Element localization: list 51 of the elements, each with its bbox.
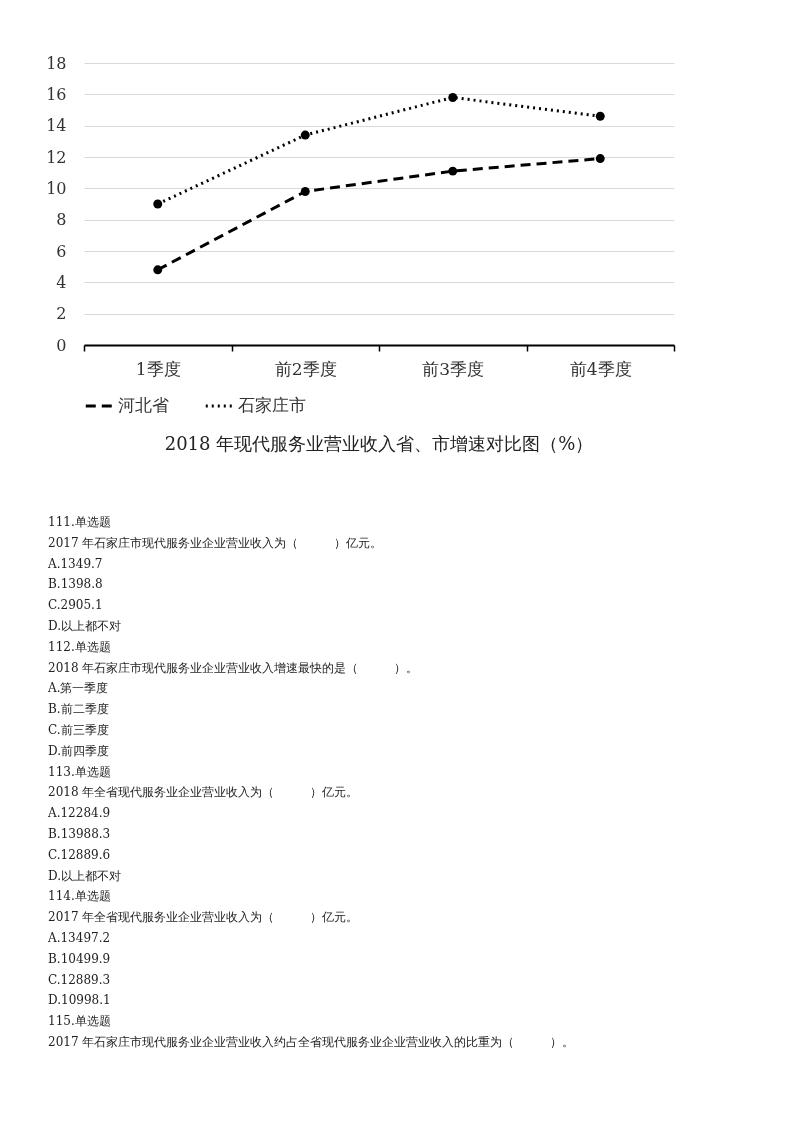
y-tick-label: 6 [56,241,67,261]
text: 115.单选题 [48,1013,112,1031]
y-tick-label: 18 [46,53,67,73]
y-tick-label: 16 [46,84,67,104]
text: A.第一季度 [48,680,110,698]
text: 2017 年石家庄市现代服务业企业营业收入约占全省现代服务业企业营业收入的比重为（ ）。 [48,1033,575,1051]
text: C.12889.3 [48,971,112,989]
text: 2018 年石家庄市现代服务业企业营业收入增速最快的是（ ）。 [48,659,420,677]
legend-label: 石家庄市 [238,395,306,415]
text: A.12284.9 [48,805,112,823]
point [448,93,458,102]
y-tick-label: 4 [56,272,67,292]
point [153,265,163,275]
point [595,111,605,121]
text: A.1349.7 [48,555,104,573]
text: 2018 年全省现代服务业企业营业收入为（ ）亿元。 [48,784,360,802]
text: 2017 年全省现代服务业企业营业收入为（ ）亿元。 [48,909,360,927]
text: C.前三季度 [48,721,110,739]
text: 114.单选题 [48,888,112,906]
text: B.1398.8 [48,576,104,594]
x-tick-label: 前4季度 [569,358,632,379]
text: D.以上都不对 [48,867,122,885]
x-tick-label: 前2季度 [274,358,337,379]
text: B.前二季度 [48,701,110,719]
text: A.13497.2 [48,929,112,947]
text: 2018 年现代服务业营业收入省、市增速对比图（%） [164,433,594,454]
y-tick-label: 10 [46,178,67,198]
text: 113.单选题 [48,763,112,781]
y-tick-label: 0 [56,335,67,355]
x-tick-label: 前3季度 [422,358,485,379]
point [300,130,310,140]
legend-label: 河北省 [118,395,169,415]
y-tick-label: 12 [46,147,67,167]
text: D.10998.1 [48,992,112,1010]
text: B.13988.3 [48,825,112,843]
y-tick-label: 2 [56,304,67,324]
text: D.前四季度 [48,742,110,760]
point [595,154,605,164]
text: 2017 年石家庄市现代服务业企业营业收入为（ ）亿元。 [48,534,384,552]
text: D.以上都不对 [48,618,122,635]
text: 112.单选题 [48,638,112,656]
point [153,199,163,209]
y-tick-label: 8 [56,210,67,230]
text: C.2905.1 [48,597,104,615]
x-tick-label: 1季度 [135,358,181,379]
point [448,166,458,176]
point [300,187,310,196]
text: B.10499.9 [48,950,112,968]
y-tick-label: 14 [46,116,67,136]
text: C.12889.6 [48,846,112,864]
text: 111.单选题 [48,514,112,531]
